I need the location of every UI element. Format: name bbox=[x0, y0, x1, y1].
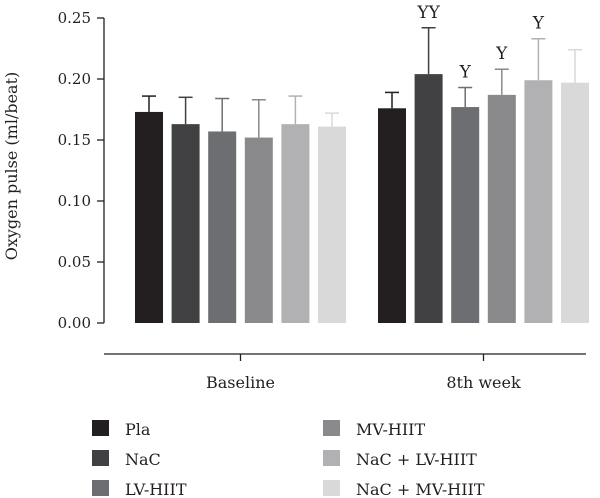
significance-label: Y bbox=[532, 14, 545, 34]
bar bbox=[244, 137, 273, 323]
legend-swatch bbox=[323, 450, 340, 466]
bar bbox=[524, 80, 553, 323]
significance-label: Y bbox=[495, 44, 508, 64]
y-tick-label: 0.10 bbox=[58, 192, 91, 210]
bar bbox=[208, 131, 237, 323]
y-tick-label: 0.25 bbox=[58, 9, 91, 27]
legend: Pla NaC LV-HIIT MV-HIIT NaC + LV-HIIT NaC + M… bbox=[92, 420, 485, 498]
bar bbox=[378, 108, 406, 323]
bar bbox=[561, 82, 589, 323]
legend-label: Pla bbox=[125, 420, 151, 439]
legend-swatch bbox=[92, 420, 109, 436]
y-axis: 0.00 0.05 0.10 0.15 0.20 0.25 bbox=[58, 9, 105, 332]
bar bbox=[171, 124, 200, 323]
y-tick-label: 0.20 bbox=[58, 70, 91, 88]
legend-label: NaC bbox=[125, 450, 161, 469]
bar bbox=[135, 111, 163, 323]
y-tick-label: 0.00 bbox=[58, 314, 91, 332]
bar bbox=[414, 74, 443, 324]
legend-label: NaC + LV-HIIT bbox=[356, 450, 477, 469]
y-axis-title: Oxygen pulse (ml/beat) bbox=[2, 72, 21, 261]
legend-label: LV-HIIT bbox=[125, 480, 187, 498]
significance-label: Y bbox=[459, 63, 472, 83]
y-tick-label: 0.15 bbox=[58, 131, 91, 149]
bar bbox=[318, 126, 346, 323]
legend-swatch bbox=[323, 420, 340, 436]
legend-label: MV-HIIT bbox=[356, 420, 425, 439]
legend-swatch bbox=[92, 480, 109, 496]
x-category-label: 8th week bbox=[446, 373, 521, 392]
x-axis: Baseline 8th week bbox=[104, 353, 586, 392]
x-category-label: Baseline bbox=[206, 373, 275, 392]
legend-swatch bbox=[323, 480, 340, 496]
legend-swatch bbox=[92, 450, 109, 466]
significance-label: YY bbox=[416, 3, 440, 23]
bar bbox=[281, 124, 310, 323]
y-tick-label: 0.05 bbox=[58, 253, 91, 271]
bar bbox=[487, 94, 516, 323]
bar bbox=[451, 107, 480, 323]
legend-label: NaC + MV-HIIT bbox=[356, 480, 485, 498]
